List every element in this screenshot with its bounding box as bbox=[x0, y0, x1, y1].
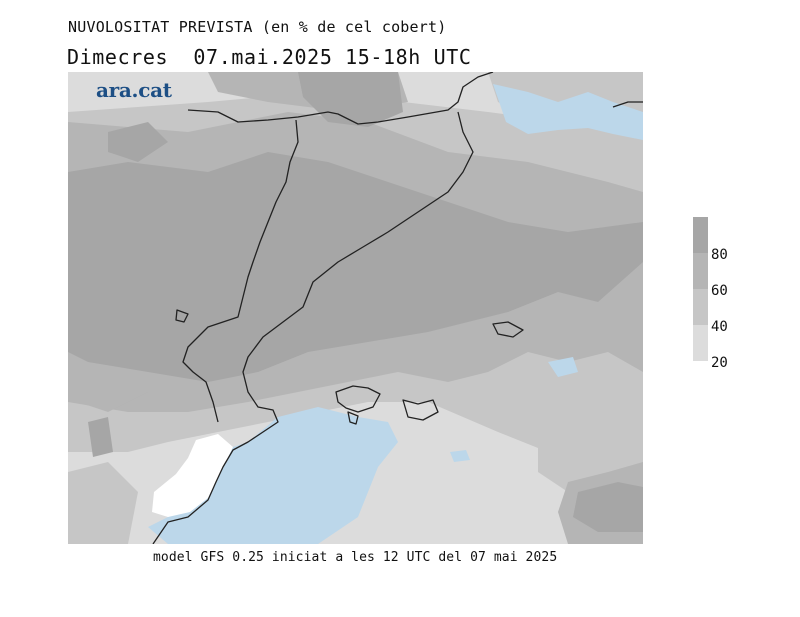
cloud-map-svg bbox=[68, 72, 643, 544]
coastline-and-borders bbox=[152, 72, 643, 544]
model-run-footer: model GFS 0.25 iniciat a les 12 UTC del … bbox=[153, 550, 558, 565]
legend-tick-20: 20 bbox=[711, 355, 728, 371]
legend-tick-80: 80 bbox=[711, 247, 728, 263]
legend-swatch-20-40 bbox=[693, 325, 708, 361]
legend-swatch-40-60 bbox=[693, 289, 708, 325]
forecast-date-subtitle: Dimecres 07.mai.2025 15-18h UTC bbox=[67, 45, 472, 69]
cloud-cover-legend: 80 60 40 20 bbox=[693, 217, 753, 377]
clear-sky-area bbox=[152, 434, 233, 517]
sea-low-cloud-areas bbox=[148, 84, 643, 544]
map-title: NUVOLOSITAT PREVISTA (en % de cel cobert… bbox=[68, 18, 447, 36]
ara-cat-logo: ara.cat bbox=[96, 78, 172, 102]
legend-tick-40: 40 bbox=[711, 319, 728, 335]
cloud-layer-80-100 bbox=[68, 72, 643, 532]
legend-swatch-80-100 bbox=[693, 217, 708, 253]
legend-swatch-60-80 bbox=[693, 253, 708, 289]
legend-tick-60: 60 bbox=[711, 283, 728, 299]
cloud-cover-map bbox=[68, 72, 643, 544]
